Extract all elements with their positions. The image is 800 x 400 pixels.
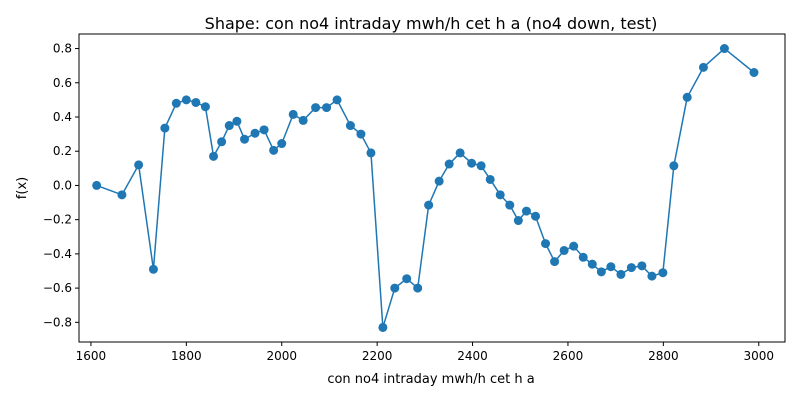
data-point (467, 158, 477, 168)
data-point (117, 190, 127, 200)
data-point (587, 259, 597, 269)
data-point (569, 241, 579, 251)
data-point (209, 151, 219, 161)
data-point (485, 174, 495, 184)
y-tick-label: 0.0 (53, 178, 72, 192)
data-point (559, 245, 569, 255)
y-axis-label: f(x) (15, 177, 30, 199)
data-point (390, 283, 400, 293)
y-tick-label: 0.8 (53, 42, 72, 56)
data-point (698, 62, 708, 72)
data-point (531, 211, 541, 221)
data-point (171, 98, 181, 108)
data-point (455, 148, 465, 158)
data-point (232, 116, 242, 126)
y-tick-label: 0.4 (53, 110, 72, 124)
data-point (200, 102, 210, 112)
x-tick-label: 2200 (362, 349, 393, 363)
data-point (596, 267, 606, 277)
x-tick-label: 2600 (553, 349, 584, 363)
data-point (250, 128, 260, 138)
data-point (626, 263, 636, 273)
chart-title: Shape: con no4 intraday mwh/h cet h a (n… (205, 14, 658, 33)
data-point (240, 134, 250, 144)
data-point (658, 268, 668, 278)
data-point (224, 121, 234, 131)
y-tick-label: −0.8 (43, 315, 72, 329)
data-point (366, 148, 376, 158)
x-tick-label: 2400 (457, 349, 488, 363)
data-point (259, 125, 269, 135)
data-point (148, 264, 158, 274)
data-point (269, 145, 279, 155)
series-line (96, 47, 755, 329)
x-axis: 1600 1800 2000 2200 2400 2600 2800 3000 (76, 342, 774, 363)
plot-area (92, 44, 759, 332)
data-point (647, 271, 657, 281)
x-axis-label: con no4 intraday mwh/h cet h a (327, 372, 534, 387)
x-tick-label: 1600 (76, 349, 107, 363)
data-point (298, 115, 308, 125)
data-point (402, 274, 412, 284)
data-point (682, 92, 692, 102)
data-point (378, 322, 388, 332)
data-point (191, 97, 201, 107)
data-point (92, 180, 102, 190)
data-point (181, 95, 191, 105)
data-point (444, 159, 454, 169)
data-point (541, 239, 551, 249)
x-tick-label: 1800 (171, 349, 202, 363)
data-point (345, 121, 355, 131)
data-point (288, 109, 298, 119)
data-point (332, 95, 342, 105)
data-point (311, 103, 321, 113)
data-point (476, 161, 486, 171)
data-point (160, 123, 170, 133)
data-point (578, 252, 588, 262)
data-point (521, 206, 531, 216)
data-point (495, 190, 505, 200)
data-point (134, 160, 144, 170)
data-point (217, 137, 227, 147)
data-point (550, 257, 560, 267)
data-point (606, 262, 616, 272)
x-tick-label: 3000 (743, 349, 774, 363)
data-point (356, 129, 366, 139)
data-point (513, 216, 523, 226)
y-axis: −0.8 −0.6 −0.4 −0.2 0.0 0.2 0.4 0.6 0.8 (43, 42, 79, 329)
data-point (749, 68, 759, 77)
data-point (637, 261, 647, 271)
data-point (277, 139, 287, 149)
data-point (505, 200, 515, 210)
y-tick-label: 0.6 (53, 76, 72, 90)
y-tick-label: −0.4 (43, 247, 72, 261)
x-tick-label: 2800 (648, 349, 679, 363)
data-point (434, 176, 444, 186)
data-point (322, 103, 332, 113)
y-tick-label: −0.6 (43, 281, 72, 295)
x-tick-label: 2000 (266, 349, 297, 363)
y-tick-label: −0.2 (43, 213, 72, 227)
data-point (669, 161, 679, 171)
data-point (616, 269, 626, 279)
data-point (413, 283, 423, 293)
data-point (719, 44, 729, 54)
y-tick-label: 0.2 (53, 144, 72, 158)
axes-frame (78, 33, 786, 343)
data-point (424, 200, 434, 210)
